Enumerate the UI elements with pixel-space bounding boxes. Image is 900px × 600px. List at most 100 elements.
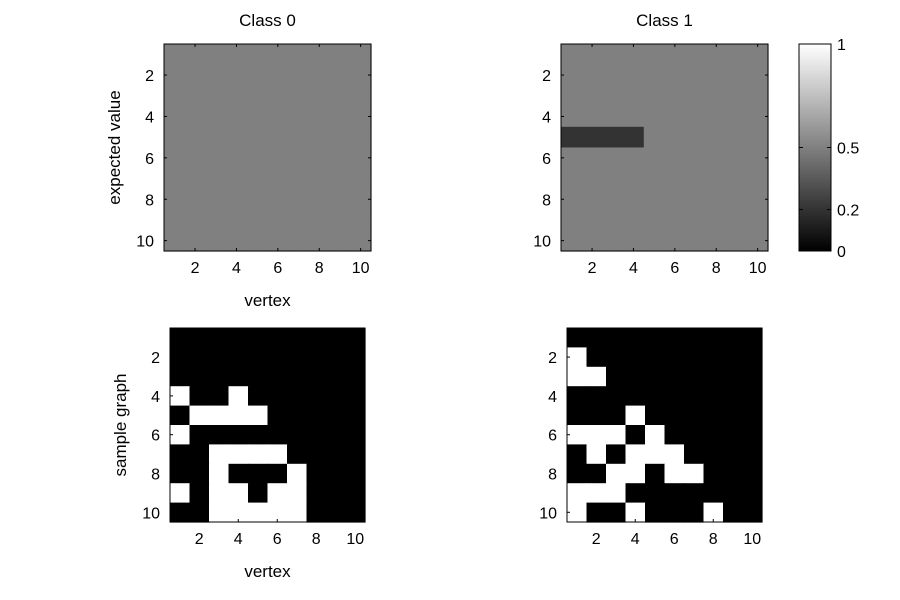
- y-tick-label: 2: [145, 68, 154, 85]
- heatmap-cell: [164, 126, 186, 149]
- heatmap-cell: [606, 386, 627, 407]
- heatmap-cell: [345, 366, 366, 387]
- y-tick-label: 4: [145, 109, 154, 126]
- heatmap-cell: [602, 147, 624, 169]
- heatmap-cell: [329, 44, 351, 66]
- heatmap-cell: [350, 64, 372, 86]
- heatmap-cell: [664, 444, 685, 465]
- heatmap-cell: [205, 126, 227, 149]
- heatmap-cell: [326, 328, 347, 348]
- heatmap-cell: [170, 405, 191, 426]
- heatmap-cell: [606, 502, 627, 523]
- heatmap-cell: [288, 44, 310, 66]
- heatmap-cell: [726, 209, 748, 231]
- heatmap-cell: [664, 502, 685, 523]
- x-tick-label: 10: [749, 260, 767, 277]
- heatmap-cell: [246, 147, 269, 169]
- heatmap-cell: [267, 44, 289, 66]
- heatmap-cell: [209, 386, 230, 407]
- heatmap-cell: [345, 405, 366, 426]
- heatmap-cell: [267, 168, 289, 190]
- y-tick-label: 4: [151, 389, 160, 406]
- heatmap-cell: [602, 168, 624, 190]
- heatmap-cell: [308, 106, 331, 128]
- heatmap-cell: [228, 425, 249, 445]
- heatmap-cell: [205, 106, 227, 128]
- heatmap-cell: [287, 444, 308, 465]
- heatmap-cell: [350, 106, 372, 128]
- heatmap-cell: [606, 366, 627, 387]
- heatmap-cell: [586, 425, 607, 445]
- heatmap-cell: [625, 386, 646, 407]
- heatmap-cell: [267, 347, 288, 368]
- heatmap-cell: [625, 425, 646, 445]
- heatmap-cell: [742, 386, 763, 407]
- heatmap-cell: [164, 64, 186, 86]
- heatmap-cell: [329, 106, 351, 128]
- heatmap-cell: [288, 85, 310, 107]
- heatmap-cell: [623, 85, 645, 107]
- heatmap-cell: [248, 425, 269, 445]
- heatmap-cell: [581, 230, 603, 252]
- heatmap-cell: [561, 126, 583, 149]
- heatmap-cell: [705, 147, 728, 169]
- heatmap-cell: [228, 405, 249, 426]
- heatmap-cell: [329, 147, 351, 169]
- heatmap-cell: [567, 502, 588, 523]
- heatmap-cell: [170, 366, 191, 387]
- heatmap-cell: [606, 483, 627, 504]
- heatmap-cell: [267, 502, 288, 523]
- heatmap-cell: [306, 405, 327, 426]
- heatmap-cell: [209, 425, 230, 445]
- heatmap-cell: [705, 106, 728, 128]
- heatmap-cell: [308, 64, 331, 86]
- heatmap-cell: [329, 126, 351, 149]
- heatmap-cell: [723, 425, 744, 445]
- heatmap-cell: [561, 230, 583, 252]
- heatmap-cell: [164, 106, 186, 128]
- heatmap-cell: [561, 147, 583, 169]
- heatmap-cell: [345, 347, 366, 368]
- x-tick-label: 10: [346, 531, 364, 548]
- heatmap-cell: [306, 328, 327, 348]
- heatmap-cell: [623, 209, 645, 231]
- heatmap-cell: [643, 209, 666, 231]
- heatmap-cell: [350, 168, 372, 190]
- heatmap-cell: [164, 188, 186, 211]
- heatmap-cell: [645, 405, 666, 426]
- heatmap-cell: [248, 444, 269, 465]
- heatmap-cell: [267, 64, 289, 86]
- heatmap-cell: [685, 147, 707, 169]
- heatmap-cell: [664, 366, 685, 387]
- heatmap-cell: [205, 188, 227, 211]
- heatmap-cell: [602, 209, 624, 231]
- heatmap-cell: [586, 347, 607, 368]
- heatmap-cell: [703, 386, 724, 407]
- heatmap-cell: [586, 386, 607, 407]
- heatmap-cell: [205, 64, 227, 86]
- heatmap-cell: [643, 106, 666, 128]
- heatmap-cell: [226, 230, 248, 252]
- heatmap-cell: [205, 85, 227, 107]
- heatmap-cell: [703, 405, 724, 426]
- x-tick-label: 8: [712, 260, 721, 277]
- heatmap-cell: [287, 405, 308, 426]
- heatmap-cell: [267, 405, 288, 426]
- heatmap-cell: [567, 444, 588, 465]
- heatmap-cell: [747, 85, 769, 107]
- heatmap-cell: [267, 386, 288, 407]
- y-tick-label: 8: [542, 192, 551, 209]
- heatmap-cell: [170, 328, 191, 348]
- heatmap-cell: [643, 126, 666, 149]
- heatmap-cell: [209, 463, 230, 484]
- heatmap-cell: [705, 126, 728, 149]
- heatmap-cell: [685, 209, 707, 231]
- heatmap-cell: [228, 502, 249, 523]
- heatmap-cell: [742, 366, 763, 387]
- heatmap-cell: [685, 44, 707, 66]
- heatmap-cell: [567, 483, 588, 504]
- heatmap-cell: [625, 366, 646, 387]
- y-tick-label: 8: [548, 467, 557, 484]
- heatmap-cell: [226, 209, 248, 231]
- heatmap-cell: [326, 347, 347, 368]
